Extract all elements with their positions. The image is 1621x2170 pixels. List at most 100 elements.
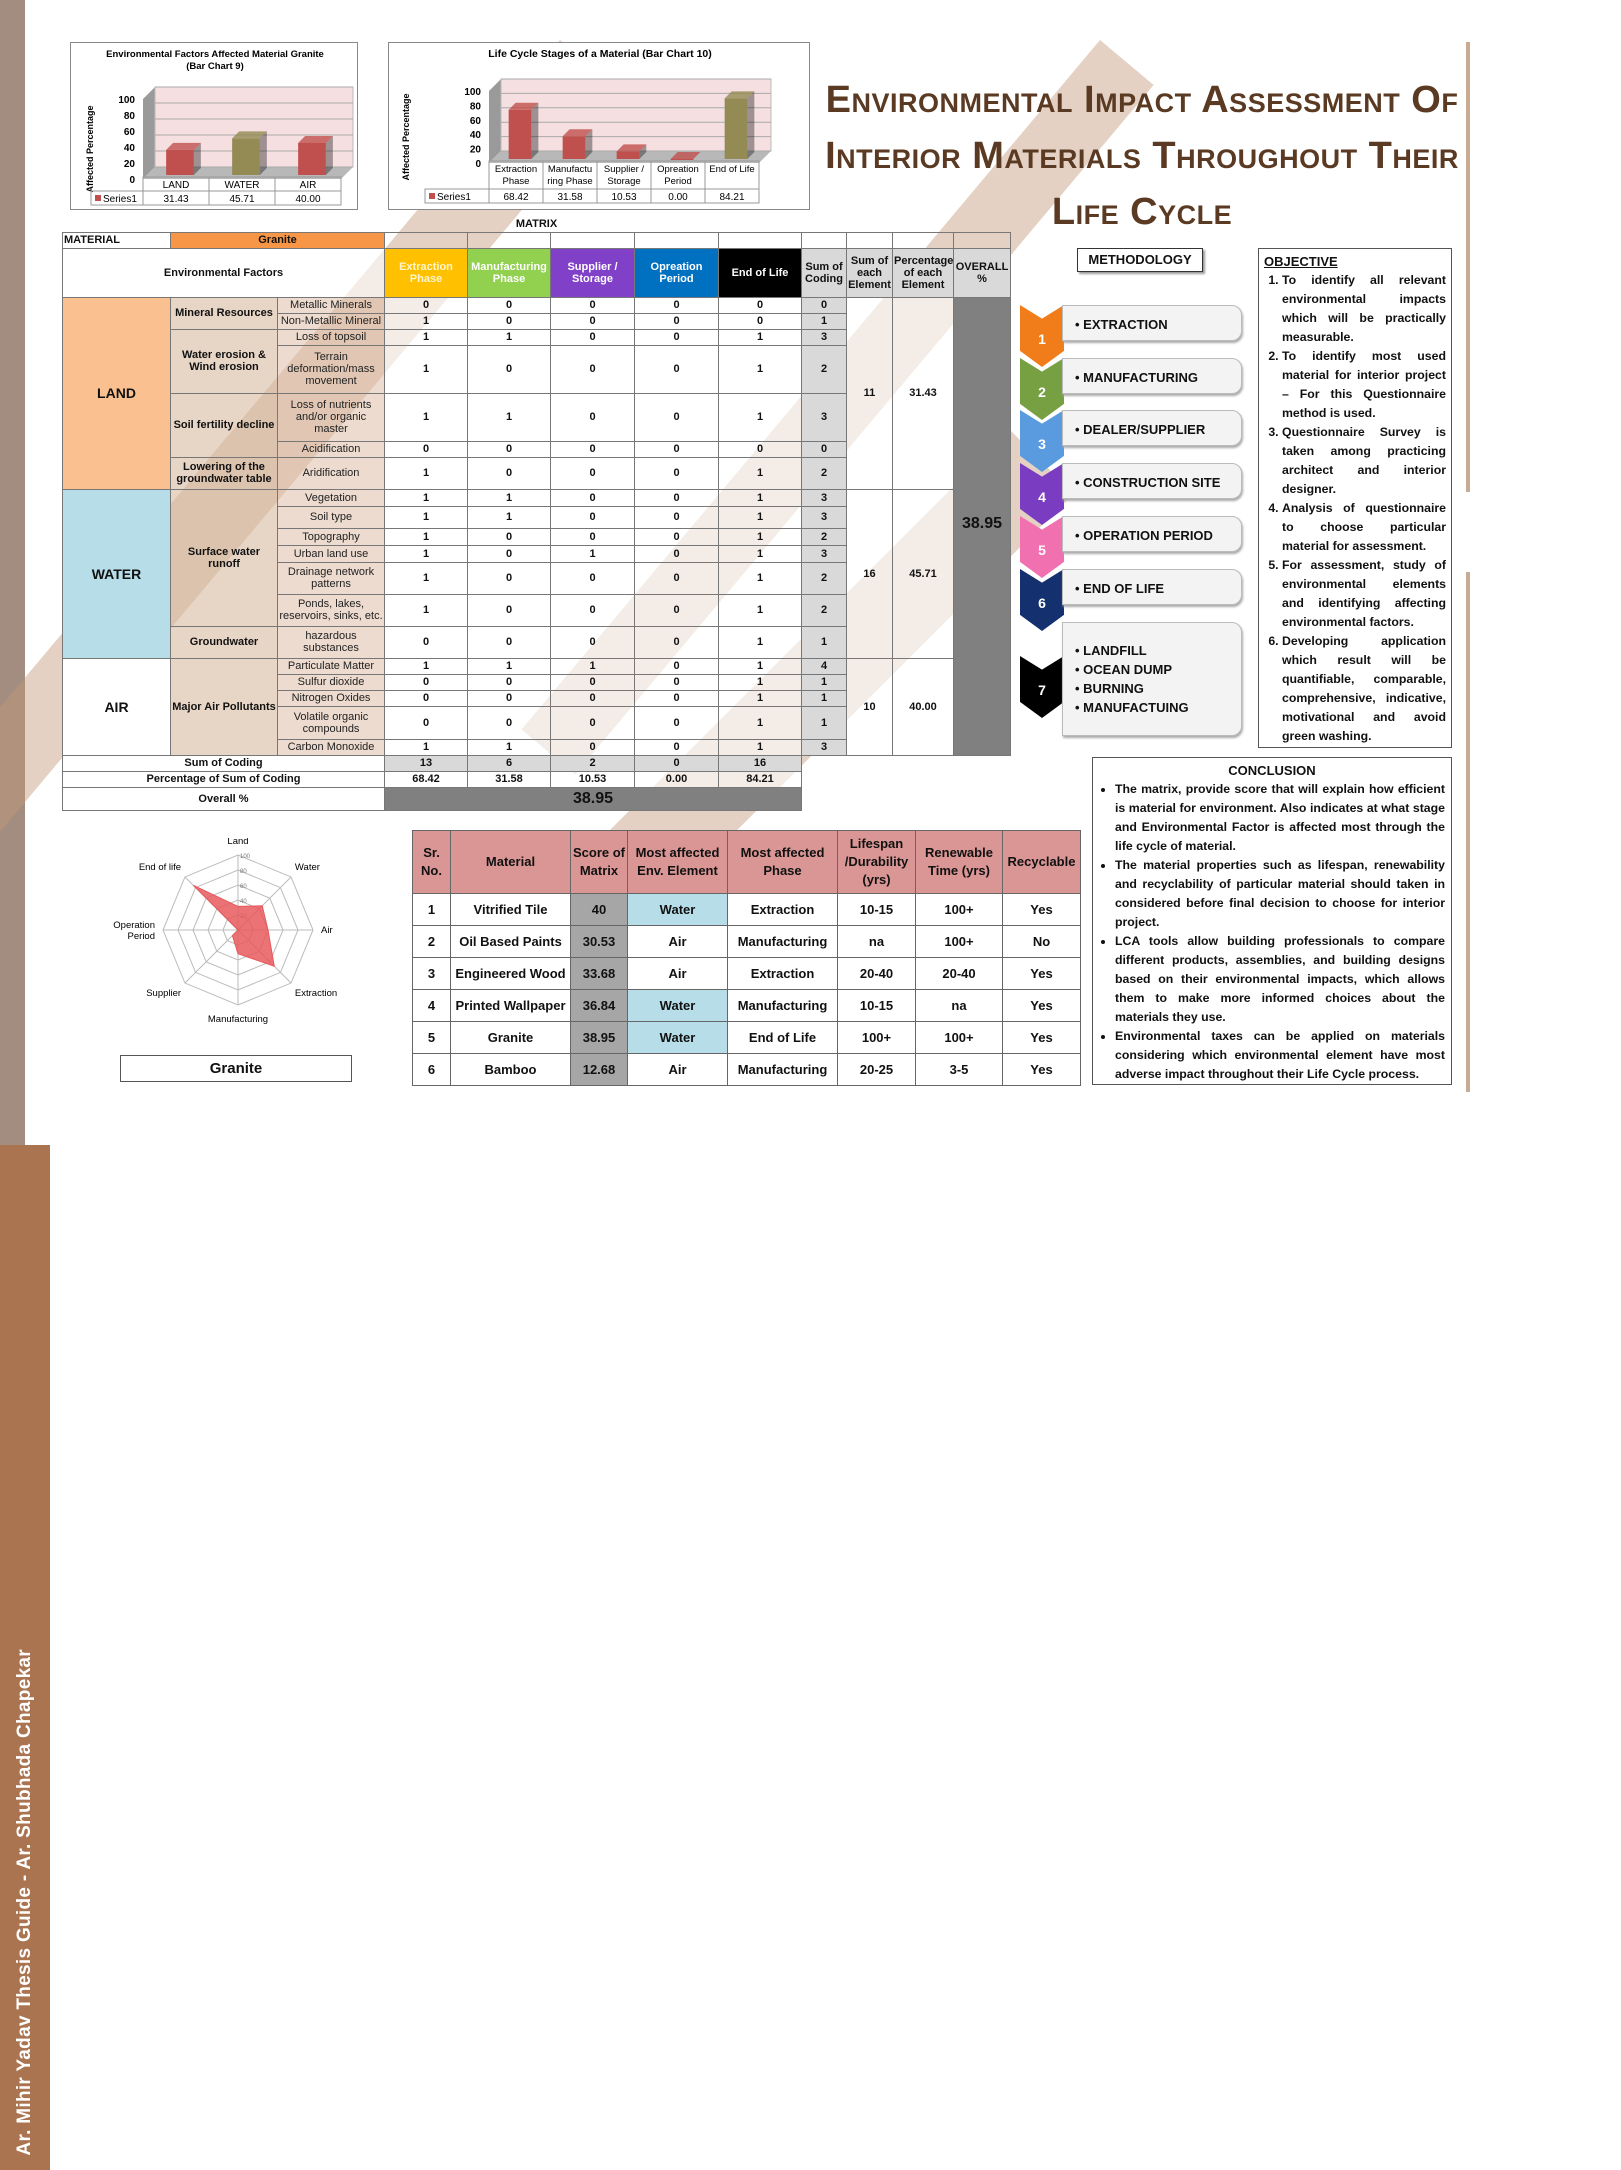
table-cell: 100+ (915, 1021, 1003, 1054)
radar-axis-label: Supplier (146, 988, 181, 999)
table-cell: 20-25 (837, 1053, 916, 1086)
side-wall (143, 87, 155, 179)
matrix-row: Groundwater hazardous substances 0 0 0 0 1 1 (63, 625, 1011, 659)
coding-value: 0 (467, 344, 551, 394)
radar-axis-label: Extraction (295, 988, 337, 999)
coding-value: 0 (384, 440, 468, 458)
table-cell: Oil Based Paints (450, 925, 571, 958)
coding-value: 0 (718, 296, 802, 314)
coding-value: 0 (550, 705, 635, 740)
coding-value: 0 (467, 705, 551, 740)
data-value-label: 45.71 (229, 194, 254, 205)
matrix-row: Topography 1 0 0 0 1 2 (63, 527, 1011, 546)
radar-axis-label: End of life (139, 862, 181, 873)
coding-value: 1 (467, 328, 551, 346)
coding-value: 1 (467, 392, 551, 442)
coding-value: 0 (384, 673, 468, 691)
coding-value: 1 (718, 544, 802, 563)
methodology-step: 4 • CONSTRUCTION SITE (1020, 463, 1242, 525)
coding-value: 0 (550, 593, 635, 627)
table-cell: Manufacturing (727, 989, 838, 1022)
table-cell: No (1002, 925, 1081, 958)
element-name: WATER (62, 488, 171, 659)
matrix-row: Nitrogen Oxides 0 0 0 0 1 1 (63, 689, 1011, 707)
table-row: 1 Vitrified Tile 40 Water Extraction 10-15 100… (412, 893, 1081, 926)
table-cell: 12.68 (570, 1053, 628, 1086)
coding-value: 0 (550, 312, 635, 330)
objective-item: To identify all relevant environmental i… (1282, 271, 1446, 347)
bar (670, 152, 701, 160)
table-cell: 4 (412, 989, 451, 1022)
table-cell: Air (627, 1053, 728, 1086)
coding-value: 0 (634, 705, 719, 740)
bar (232, 131, 267, 175)
coding-value: 1 (384, 593, 468, 627)
sum-of-coding: 2 (801, 593, 847, 627)
sum-of-coding: 1 (801, 705, 847, 740)
radar-tick-label: 80 (240, 869, 247, 875)
table-cell: Yes (1002, 1021, 1081, 1054)
coding-value: 1 (384, 456, 468, 490)
coding-value: 0 (550, 561, 635, 595)
sub-factor-name: Non-Metallic Mineral (277, 312, 385, 330)
table-cell: Yes (1002, 893, 1081, 926)
x-tick-label: Manufactu (548, 164, 592, 175)
coding-value: 1 (718, 705, 802, 740)
sub-factor-name: Aridification (277, 456, 385, 490)
impact-matrix-table: MATRIX MATERIAL Granite Environmental Facto… (62, 217, 1012, 811)
factor-name: Lowering of the groundwater table (170, 456, 278, 490)
y-tick-label: 80 (124, 111, 136, 122)
coding-value: 1 (718, 673, 802, 691)
table-cell: 10-15 (837, 893, 916, 926)
radar-chart: 20406080100LandWaterAirExtractionManufac… (100, 836, 350, 1028)
data-value-label: 31.58 (557, 192, 582, 203)
conclusion-panel: CONCLUSION The matrix, provide score tha… (1092, 757, 1452, 1085)
table-row: 6 Bamboo 12.68 Air Manufacturing 20-25 3-5 Yes (412, 1053, 1081, 1086)
table-cell: 100+ (837, 1021, 916, 1054)
element-percentage: 45.71 (892, 488, 954, 659)
step-item: • DEALER/SUPPLIER (1075, 422, 1206, 437)
element-sum: 16 (846, 488, 893, 659)
sub-factor-name: Terrain deformation/mass movement (277, 344, 385, 394)
objective-panel: OBJECTIVE To identify all relevant envir… (1258, 248, 1452, 748)
sum-of-coding: 1 (801, 625, 847, 659)
table-cell: 36.84 (570, 989, 628, 1022)
coding-value: 0 (550, 392, 635, 442)
empty-cell (952, 231, 1012, 249)
empty-cell (801, 231, 847, 249)
matrix-row: Sulfur dioxide 0 0 0 0 1 1 (63, 673, 1011, 691)
coding-value: 1 (384, 488, 468, 507)
coding-value: 0 (634, 544, 719, 563)
radar-tick-label: 60 (240, 884, 247, 890)
table-cell: 38.95 (570, 1021, 628, 1054)
table-cell: 5 (412, 1021, 451, 1054)
y-tick-label: 20 (470, 145, 482, 156)
sum-element-header: Sum of each Element (846, 247, 893, 298)
sum-of-coding: 2 (801, 561, 847, 595)
conclusion-heading: CONCLUSION (1228, 763, 1316, 778)
element-sum: 11 (846, 296, 893, 490)
y-tick-label: 100 (118, 95, 135, 106)
left-decor-strip (0, 0, 25, 1145)
phase-percentage: 68.42 (384, 770, 468, 788)
table-cell: 3-5 (915, 1053, 1003, 1086)
phase-percentage: 0.00 (634, 770, 719, 788)
x-tick-label: End of Life (709, 164, 754, 175)
chevron-arrow-icon: 7 (1020, 656, 1064, 718)
column-header: Renewable Time (yrs) (915, 830, 1003, 894)
coding-value: 1 (384, 392, 468, 442)
coding-value: 0 (550, 296, 635, 314)
column-header: Score of Matrix (570, 830, 628, 894)
step-box: • LANDFILL • OCEAN DUMP • BURNING • MANUFAC… (1062, 622, 1242, 736)
phase-header: Manufacturing Phase (467, 247, 551, 298)
y-tick-label: 20 (124, 159, 136, 170)
y-axis-label: Affected Percentage (85, 105, 95, 192)
y-tick-label: 0 (129, 175, 135, 186)
y-tick-label: 60 (124, 127, 136, 138)
coding-value: 0 (384, 625, 468, 659)
coding-value: 1 (718, 456, 802, 490)
table-cell: 1 (412, 893, 451, 926)
bar (616, 144, 647, 159)
objective-item: Developing application which result will… (1282, 632, 1446, 746)
radar-axis-label: Operation Period (113, 920, 155, 942)
